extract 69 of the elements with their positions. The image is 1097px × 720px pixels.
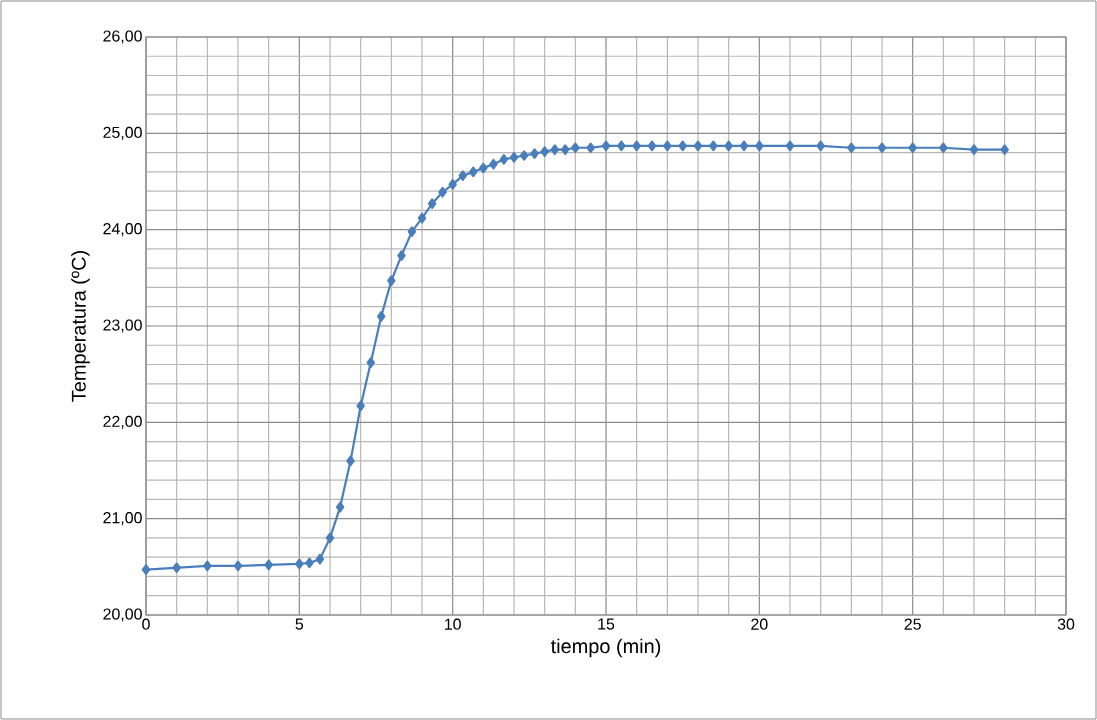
point: [519, 150, 529, 161]
point: [586, 142, 595, 154]
point: [560, 144, 570, 155]
point: [315, 553, 325, 565]
point: [939, 142, 948, 154]
point: [468, 166, 478, 178]
point: [489, 158, 498, 170]
point: [264, 559, 273, 571]
point: [335, 501, 345, 513]
x-tick-label: 5: [295, 618, 304, 630]
point: [663, 140, 672, 152]
point: [438, 186, 447, 198]
point: [458, 170, 468, 181]
y-tick-label: 23,00: [103, 319, 142, 333]
point: [877, 142, 887, 154]
x-axis-title: tiempo (min): [550, 638, 661, 658]
point: [233, 560, 243, 572]
point: [417, 212, 427, 224]
point: [407, 226, 417, 237]
point: [376, 311, 386, 322]
point: [693, 140, 703, 152]
x-tick-label: 15: [598, 618, 615, 630]
point: [387, 275, 396, 286]
point: [540, 146, 549, 157]
point: [305, 557, 314, 569]
x-tick-label: 25: [904, 618, 921, 630]
point: [709, 140, 718, 152]
y-tick-label: 25,00: [103, 126, 142, 140]
point: [571, 142, 580, 154]
y-tick-label: 24,00: [103, 223, 142, 237]
point: [601, 140, 611, 152]
y-tick-label: 22,00: [103, 415, 142, 429]
point: [816, 140, 825, 152]
point: [499, 154, 509, 165]
point: [785, 140, 795, 152]
point: [969, 144, 979, 155]
y-tick-label: 26,00: [103, 30, 142, 44]
point: [678, 140, 687, 152]
y-tick-label: 20,00: [103, 608, 142, 622]
point: [724, 140, 733, 152]
point: [739, 140, 749, 152]
point: [509, 152, 519, 163]
point: [295, 558, 304, 570]
point: [550, 144, 560, 155]
point: [1000, 144, 1009, 155]
point: [448, 179, 457, 190]
point: [141, 564, 151, 575]
x-tick-label: 20: [751, 618, 768, 630]
point: [632, 140, 641, 152]
point: [397, 250, 406, 261]
point: [346, 455, 355, 467]
x-tick-label: 0: [142, 618, 150, 630]
point: [617, 140, 626, 152]
point: [366, 357, 376, 368]
point: [172, 562, 181, 574]
x-tick-label: 10: [445, 618, 461, 630]
point: [427, 198, 437, 209]
y-axis-title: Temperatura (ºC): [71, 251, 90, 402]
y-tick-label: 21,00: [103, 512, 142, 526]
x-tick-label: 30: [1057, 618, 1075, 630]
point: [647, 140, 657, 152]
point: [530, 148, 539, 159]
point: [356, 400, 365, 412]
point: [325, 532, 335, 544]
point: [755, 140, 764, 152]
point: [203, 560, 212, 572]
point: [479, 162, 488, 174]
point: [847, 142, 856, 154]
point: [908, 142, 917, 154]
